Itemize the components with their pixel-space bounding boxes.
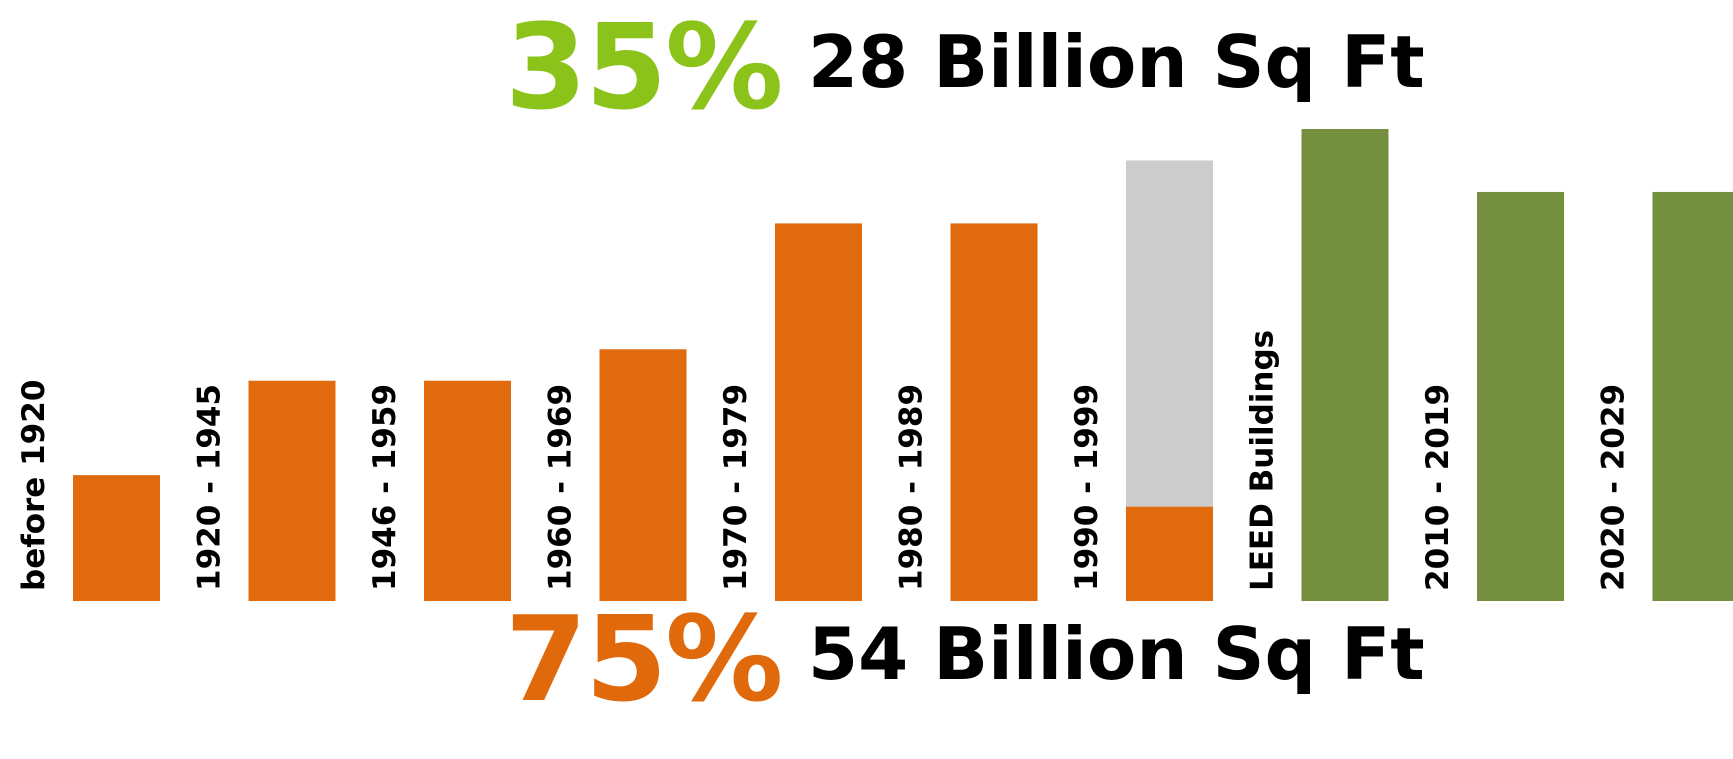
bar-group: 1970 - 1979 <box>718 223 862 601</box>
category-label: 1946 - 1959 <box>367 384 403 591</box>
category-label: LEED Buildings <box>1245 330 1281 591</box>
bar <box>248 380 336 601</box>
bar <box>424 380 511 601</box>
bar-group: 2010 - 2019 <box>1420 191 1564 601</box>
category-label: 1920 - 1945 <box>192 384 228 591</box>
bar <box>73 475 160 601</box>
category-label: 1970 - 1979 <box>718 384 754 591</box>
bar <box>775 223 862 601</box>
bar <box>1652 191 1733 601</box>
bar-group: 2020 - 2029 <box>1596 191 1733 601</box>
bottom-stat-label: 54 Billion Sq Ft <box>808 612 1425 696</box>
category-label: 1980 - 1989 <box>894 384 930 591</box>
bar-group: 1960 - 1969 <box>543 349 687 601</box>
bar <box>1301 129 1389 601</box>
category-label: 2020 - 2029 <box>1596 384 1632 591</box>
bar-group: 1920 - 1945 <box>192 380 336 601</box>
bar <box>1126 506 1213 601</box>
category-label: before 1920 <box>16 380 52 591</box>
category-label: 1960 - 1969 <box>543 384 579 591</box>
bar-group: LEED Buildings <box>1245 129 1389 601</box>
bar-group: 1946 - 1959 <box>367 380 511 601</box>
top-stat-percent: 35% <box>505 0 783 136</box>
bar-group: before 1920 <box>16 380 160 601</box>
top-stat-label: 28 Billion Sq Ft <box>808 20 1425 104</box>
bar <box>1126 160 1213 507</box>
category-label: 2010 - 2019 <box>1420 384 1456 591</box>
bar <box>950 223 1038 601</box>
bar-group: 1990 - 1999 <box>1069 160 1213 601</box>
bar-group: 1980 - 1989 <box>894 223 1038 601</box>
bottom-stat-percent: 75% <box>505 590 783 728</box>
bar <box>599 349 687 601</box>
bar <box>1477 191 1564 601</box>
category-label: 1990 - 1999 <box>1069 384 1105 591</box>
